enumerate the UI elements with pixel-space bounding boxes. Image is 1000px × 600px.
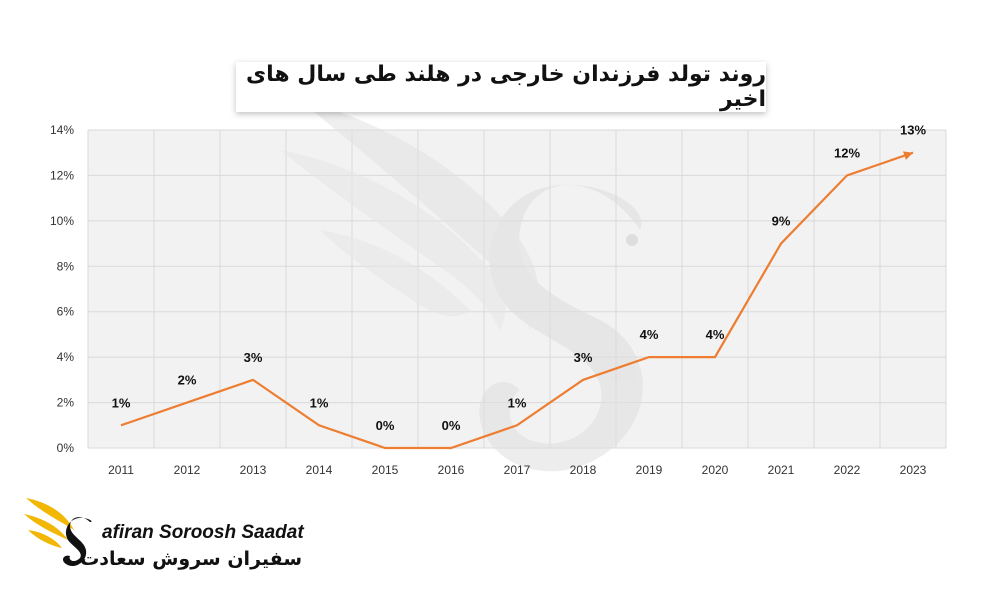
x-tick-label: 2020 [702, 463, 729, 477]
data-label: 0% [442, 418, 461, 433]
data-label: 12% [834, 145, 860, 160]
y-tick-label: 14% [50, 123, 74, 137]
x-tick-label: 2015 [372, 463, 399, 477]
x-tick-label: 2023 [900, 463, 927, 477]
data-labels: 1% 2% 3% 1% 0% 0% 1% 3% 4% 4% 9% 12% 13% [112, 123, 927, 433]
x-tick-label: 2017 [504, 463, 531, 477]
x-tick-label: 2022 [834, 463, 861, 477]
chart-title-text: روند تولد فرزندان خارجی در هلند طی سال ه… [245, 62, 766, 112]
data-label: 3% [574, 350, 593, 365]
line-end-arrow [903, 151, 913, 160]
x-tick-label: 2021 [768, 463, 795, 477]
x-tick-label: 2019 [636, 463, 663, 477]
y-tick-label: 8% [57, 259, 75, 273]
data-label: 1% [508, 395, 527, 410]
y-tick-label: 12% [50, 168, 74, 182]
logo-latin-text: afiran Soroosh Saadat [102, 522, 304, 543]
x-tick-label: 2014 [306, 463, 333, 477]
y-tick-label: 10% [50, 214, 74, 228]
x-tick-label: 2018 [570, 463, 597, 477]
y-tick-label: 2% [57, 396, 75, 410]
logo-persian-text: سفیران سروش سعادت [80, 548, 302, 570]
data-label: 2% [178, 373, 197, 388]
data-label: 0% [376, 418, 395, 433]
watermark-logo [280, 100, 643, 472]
x-tick-label: 2016 [438, 463, 465, 477]
axes: 0% 2% 4% 6% 8% 10% 12% 14% 2011 2012 2013 2014 2015 2… [50, 123, 927, 477]
data-label: 1% [112, 395, 131, 410]
chart-title: روند تولد فرزندان خارجی در هلند طی سال ه… [236, 62, 766, 112]
winged-s-logo-icon [24, 498, 92, 567]
data-label: 13% [900, 123, 926, 138]
y-tick-label: 6% [57, 305, 75, 319]
y-tick-label: 0% [57, 441, 75, 455]
data-label: 1% [310, 395, 329, 410]
data-label: 4% [640, 327, 659, 342]
x-tick-label: 2013 [240, 463, 267, 477]
brand-logo: afiran Soroosh Saadat سفیران سروش سعادت [22, 492, 322, 582]
y-tick-label: 4% [57, 350, 75, 364]
data-label: 3% [244, 350, 263, 365]
data-label: 9% [772, 214, 791, 229]
x-tick-label: 2011 [108, 463, 134, 477]
data-label: 4% [706, 327, 725, 342]
series-line [120, 151, 914, 450]
x-tick-label: 2012 [174, 463, 201, 477]
